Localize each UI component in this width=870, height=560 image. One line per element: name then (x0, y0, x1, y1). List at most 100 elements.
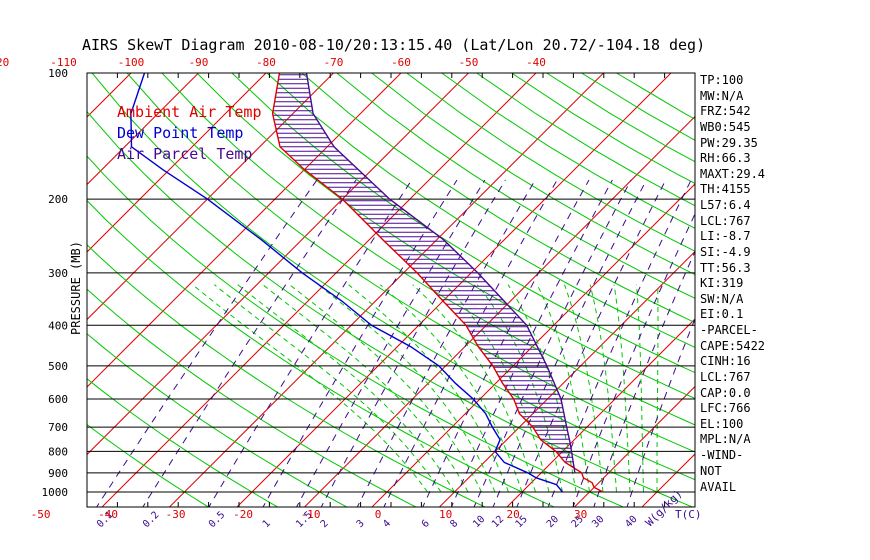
mixing-ratio-label: 40 (623, 514, 639, 530)
temp-tick-label-top: -90 (189, 56, 209, 69)
moist-adiabat-line (613, 284, 631, 493)
temp-tick-label-bottom: -50 (31, 508, 51, 521)
mixing-ratio-label: 20 (545, 514, 561, 530)
mixing-ratio-line (626, 317, 695, 507)
isotherm-line (87, 73, 334, 321)
stat-l57: L57:6.4 (700, 198, 751, 212)
axis-labels: 0.1 0.2 0.5 1 1.5 2 3 4 6 8 10 12 15 20 25 30 4010020030… (0, 56, 640, 530)
dry-adiabat-line (196, 73, 695, 399)
cape-hatch (273, 74, 574, 467)
moist-adiabat-line (476, 284, 563, 493)
stat-wind-avail: AVAIL (700, 480, 736, 494)
mixing-ratio-line (356, 179, 536, 507)
mixing-ratio-line (320, 179, 506, 507)
stat-mw: MW:N/A (700, 89, 744, 103)
temp-tick-label-bottom: -10 (301, 508, 321, 521)
mixing-ratio-line (383, 179, 558, 507)
stat-maxt: MAXT:29.4 (700, 167, 765, 181)
stat-th: TH:4155 (700, 182, 751, 196)
isotherm-line (87, 73, 469, 456)
moist-adiabat-line (348, 284, 509, 493)
x-axis-label: T(C) (675, 508, 702, 521)
stat-lfc: LFC:766 (700, 401, 751, 415)
dry-adiabat-line (371, 73, 695, 276)
temp-tick-label-top: -80 (256, 56, 276, 69)
mixing-ratio-label: 0.2 (141, 510, 162, 531)
stat-si: SI:-4.9 (700, 245, 751, 259)
stat-wind-not: NOT (700, 464, 722, 478)
pressure-tick-label: 200 (48, 193, 68, 206)
isotherm-line (101, 73, 537, 507)
mixing-ratio-label: 10 (471, 514, 487, 530)
mixing-ratio-line (142, 179, 357, 507)
temp-tick-label-top: -50 (459, 56, 479, 69)
stat-cape: CAPE:5422 (700, 339, 765, 353)
temp-tick-label-bottom: -30 (166, 508, 186, 521)
mixing-ratio-line (572, 212, 695, 507)
moist-adiabat-line (379, 284, 523, 493)
stat-ki: KI:319 (700, 276, 743, 290)
stat-cap: CAP:0.0 (700, 386, 751, 400)
stat-parcel-header: -PARCEL- (700, 323, 758, 337)
pressure-tick-label: 1000 (42, 486, 69, 499)
stat-li: LI:-8.7 (700, 229, 751, 243)
mixing-ratio-line (473, 179, 632, 507)
dry-adiabat-line (231, 73, 695, 374)
y-axis-label: PRESSURE (MB) (69, 241, 83, 335)
chart-title: AIRS SkewT Diagram 2010-08-10/20:13:15.4… (82, 36, 705, 54)
temp-tick-label-top: -120 (0, 56, 9, 69)
mixing-ratio-label: 6 (420, 518, 432, 530)
mixing-ratio-label: 0.5 (207, 510, 228, 531)
isotherm-line (371, 183, 695, 507)
temp-tick-label-bottom: 20 (506, 508, 519, 521)
stat-el: EL:100 (700, 417, 743, 431)
dry-adiabat-line (301, 73, 695, 324)
mixing-ratio-label: 1 (261, 518, 273, 530)
mixing-ratio-label: 12 (490, 514, 506, 530)
legend-air-parcel-temp: Air Parcel Temp (117, 145, 252, 163)
dew-point-temp-line (130, 73, 564, 493)
temp-tick-label-top: -40 (526, 56, 546, 69)
mixing-ratio-label: 4 (381, 518, 393, 530)
isotherm-line (573, 385, 695, 507)
moist-adiabat-line (262, 284, 469, 493)
isotherm-line (438, 250, 695, 507)
stat-ei: EI:0.1 (700, 307, 743, 321)
mixing-ratio-line (208, 179, 413, 507)
temp-tick-label-bottom: 30 (574, 508, 587, 521)
moist-adiabat-line (214, 284, 442, 493)
temp-tick-label-bottom: 10 (439, 508, 452, 521)
moist-adiabat-line (192, 284, 428, 493)
temp-tick-label-top: -110 (50, 56, 77, 69)
stats-panel: TP:100 MW:N/A FRZ:542 WB0:545 PW:29.35 R… (700, 73, 765, 494)
stat-tt: TT:56.3 (700, 261, 751, 275)
mixing-ratio-line (492, 179, 647, 507)
isotherm-line (87, 73, 199, 186)
isotherm-line (87, 73, 267, 253)
mixing-ratio-line (450, 179, 613, 507)
moist-adiabat-line (412, 284, 536, 493)
stat-lcl: LCL:767 (700, 214, 751, 228)
chart-series (130, 73, 604, 493)
moist-adiabat-line (507, 284, 577, 493)
stat-sw: SW:N/A (700, 292, 744, 306)
mixing-ratio-line (262, 179, 458, 507)
moist-adiabat-line (317, 284, 496, 493)
legend-dew-point-temp: Dew Point Temp (117, 124, 243, 142)
stat-mpl: MPL:N/A (700, 432, 751, 446)
mixing-ratio-line (593, 250, 695, 507)
stat-frz: FRZ:542 (700, 104, 751, 118)
pressure-tick-label: 900 (48, 467, 68, 480)
pressure-tick-label: 600 (48, 393, 68, 406)
isotherm-line (87, 73, 132, 118)
stat-rh: RH:66.3 (700, 151, 751, 165)
pressure-tick-label: 400 (48, 319, 68, 332)
stat-parcel-lcl: LCL:767 (700, 370, 751, 384)
mixing-ratio-line (295, 179, 486, 507)
mixing-ratio-line (96, 179, 318, 507)
pressure-tick-label: 100 (48, 67, 68, 80)
isotherm-line (506, 318, 695, 507)
isotherm-line (0, 73, 64, 509)
temp-tick-label-top: -70 (324, 56, 344, 69)
legend-ambient-air-temp: Ambient Air Temp (117, 103, 262, 121)
